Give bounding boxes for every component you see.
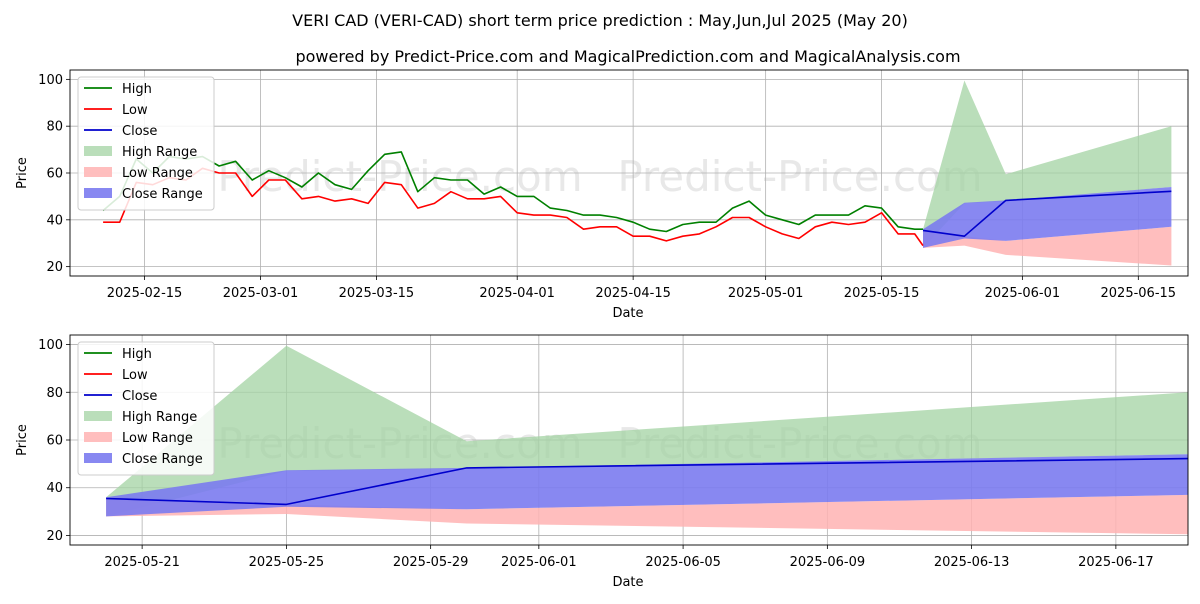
low-range-band <box>106 494 1189 535</box>
high-range-band <box>106 345 1189 517</box>
high-series-line <box>102 151 923 233</box>
low-range-band <box>923 226 1172 266</box>
bottom-panel: Predict-Price.comPredict-Price.com204060… <box>15 334 1189 590</box>
x-tick-label: 2025-06-05 <box>645 555 721 570</box>
legend-swatch <box>84 453 112 463</box>
legend-label: Low Range <box>122 431 193 446</box>
legend-label: Close Range <box>122 187 203 202</box>
legend-swatch <box>84 146 112 156</box>
x-tick-label: 2025-02-15 <box>107 286 183 301</box>
y-tick-label: 60 <box>46 167 63 182</box>
low-series-line <box>103 167 924 247</box>
legend-label: High <box>122 82 152 97</box>
legend-label: Close <box>122 389 157 404</box>
y-tick-label: 80 <box>46 386 63 401</box>
x-tick-label: 2025-05-15 <box>844 286 920 301</box>
close-series-line <box>106 457 1189 506</box>
legend-label: High Range <box>122 410 197 425</box>
high-range-band <box>923 80 1172 248</box>
chart-subtitle: powered by Predict-Price.com and Magical… <box>295 47 960 66</box>
chart-title: VERI CAD (VERI-CAD) short term price pre… <box>292 11 908 30</box>
legend-label: High Range <box>122 145 197 160</box>
legend-label: Low <box>122 103 148 118</box>
legend-swatch <box>84 432 112 442</box>
x-tick-label: 2025-06-17 <box>1078 555 1154 570</box>
y-tick-label: 20 <box>46 529 63 544</box>
legend-swatch <box>84 188 112 198</box>
x-tick-label: 2025-05-25 <box>249 555 325 570</box>
y-axis-label: Price <box>15 157 30 189</box>
x-axis-label: Date <box>612 306 643 321</box>
y-axis-label: Price <box>15 424 30 456</box>
legend-label: Low <box>122 368 148 383</box>
axes-frame <box>69 334 1189 546</box>
y-tick-label: 40 <box>46 481 63 496</box>
x-tick-label: 2025-06-13 <box>934 555 1010 570</box>
x-tick-label: 2025-03-01 <box>223 286 299 301</box>
x-tick-label: 2025-06-15 <box>1101 286 1177 301</box>
legend-label: Close Range <box>122 452 203 467</box>
x-tick-label: 2025-05-29 <box>393 555 469 570</box>
x-tick-label: 2025-03-15 <box>339 286 415 301</box>
legend-label: Low Range <box>122 166 193 181</box>
legend-swatch <box>84 411 112 421</box>
watermark-text: Predict-Price.com <box>617 152 982 201</box>
watermark-text: Predict-Price.com <box>217 152 582 201</box>
y-tick-label: 80 <box>46 120 63 135</box>
axes-frame <box>69 69 1189 277</box>
close-range-band <box>923 187 1172 248</box>
x-tick-label: 2025-06-01 <box>985 286 1061 301</box>
y-tick-label: 100 <box>38 338 63 353</box>
y-tick-label: 100 <box>38 73 63 88</box>
top-panel: Predict-Price.com Predict-Price.com 20 40 60… <box>15 69 1189 321</box>
legend-swatch <box>84 167 112 177</box>
y-tick-label: 60 <box>46 434 63 449</box>
x-axis-label: Date <box>612 575 643 590</box>
legend-label: High <box>122 347 152 362</box>
x-tick-label: 2025-06-09 <box>790 555 866 570</box>
close-range-band <box>106 454 1189 517</box>
y-tick-label: 20 <box>46 260 63 275</box>
x-tick-label: 2025-05-21 <box>104 555 180 570</box>
x-tick-label: 2025-04-01 <box>479 286 555 301</box>
x-tick-label: 2025-04-15 <box>595 286 671 301</box>
x-tick-label: 2025-05-01 <box>728 286 804 301</box>
y-tick-label: 40 <box>46 213 63 228</box>
legend-label: Close <box>122 124 157 139</box>
close-series-line <box>922 190 1172 237</box>
x-tick-label: 2025-06-01 <box>501 555 577 570</box>
